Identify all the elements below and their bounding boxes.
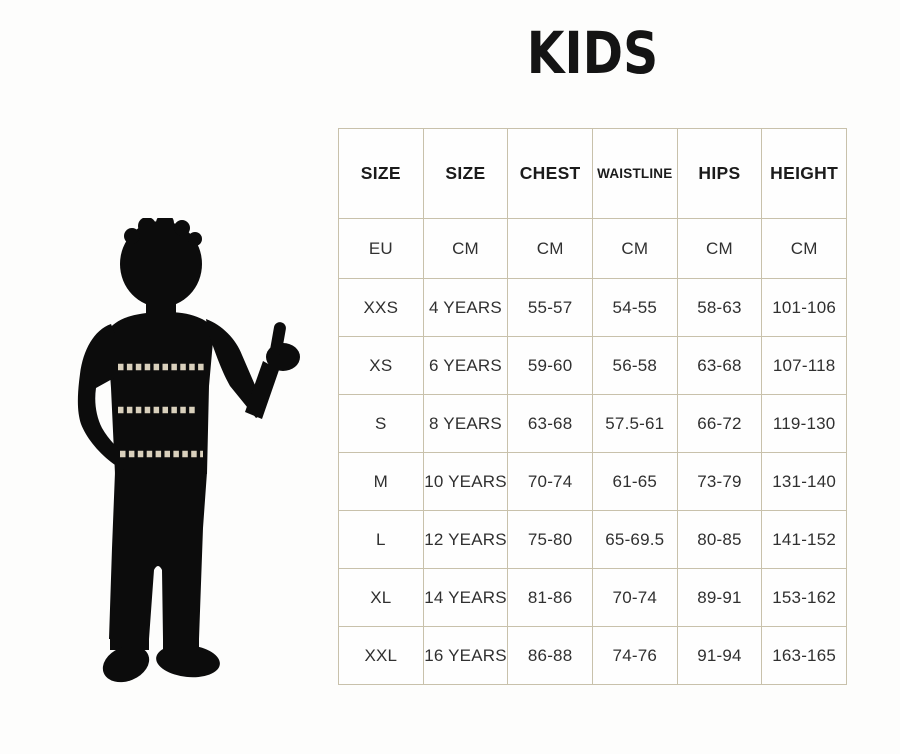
size-cell: XXS [338,278,424,337]
waistline-cell: 65-69.5 [591,510,678,569]
hips-cell: 63-68 [676,336,763,395]
hips-cell: 66-72 [676,394,763,453]
size-cell: S [338,394,424,453]
boy-silhouette-illustration [70,214,310,688]
chest-cell: 55-57 [507,278,593,337]
unit-cell: CM [507,218,593,279]
size-cell: XXL [338,626,424,685]
size-cell: M [338,452,424,511]
size-cell: XL [338,568,424,627]
unit-cell: CM [676,218,763,279]
waistline-cell: 56-58 [591,336,678,395]
age-cell: 14 YEARS [422,568,509,627]
header-cell-waistline: WAISTLINE [591,128,678,219]
waistline-cell: 57.5-61 [591,394,678,453]
header-cell-height: HEIGHT [761,128,847,219]
chest-cell: 70-74 [507,452,593,511]
age-cell: 4 YEARS [422,278,509,337]
age-cell: 10 YEARS [422,452,509,511]
chest-cell: 59-60 [507,336,593,395]
table-row-xl: XL 14 YEARS 81-86 70-74 89-91 153-162 [338,568,847,627]
table-units-row: EU CM CM CM CM CM [338,218,847,279]
waistline-cell: 74-76 [591,626,678,685]
hips-cell: 91-94 [676,626,763,685]
chest-cell: 86-88 [507,626,593,685]
unit-cell: CM [761,218,847,279]
chest-cell: 63-68 [507,394,593,453]
table-row-m: M 10 YEARS 70-74 61-65 73-79 131-140 [338,452,847,511]
unit-cell: CM [591,218,678,279]
waistline-cell: 70-74 [591,568,678,627]
height-cell: 119-130 [761,394,847,453]
table-row-s: S 8 YEARS 63-68 57.5-61 66-72 119-130 [338,394,847,453]
height-cell: 101-106 [761,278,847,337]
table-header-row: SIZE SIZE CHEST WAISTLINE HIPS HEIGHT [338,128,847,219]
table-row-xxs: XXS 4 YEARS 55-57 54-55 58-63 101-106 [338,278,847,337]
height-cell: 153-162 [761,568,847,627]
table-row-l: L 12 YEARS 75-80 65-69.5 80-85 141-152 [338,510,847,569]
unit-cell: EU [338,218,424,279]
age-cell: 8 YEARS [422,394,509,453]
table-row-xxl: XXL 16 YEARS 86-88 74-76 91-94 163-165 [338,626,847,685]
hips-cell: 89-91 [676,568,763,627]
table-row-xs: XS 6 YEARS 59-60 56-58 63-68 107-118 [338,336,847,395]
hips-cell: 80-85 [676,510,763,569]
unit-cell: CM [422,218,509,279]
header-cell-size-eu: SIZE [338,128,424,219]
header-cell-size-cm: SIZE [422,128,509,219]
kids-size-table: SIZE SIZE CHEST WAISTLINE HIPS HEIGHT EU… [338,128,847,685]
hips-cell: 73-79 [676,452,763,511]
size-cell: XS [338,336,424,395]
chest-cell: 81-86 [507,568,593,627]
size-cell: L [338,510,424,569]
age-cell: 16 YEARS [422,626,509,685]
chest-cell: 75-80 [507,510,593,569]
header-cell-hips: HIPS [676,128,763,219]
age-cell: 12 YEARS [422,510,509,569]
height-cell: 141-152 [761,510,847,569]
header-cell-chest: CHEST [507,128,593,219]
waistline-cell: 61-65 [591,452,678,511]
height-cell: 163-165 [761,626,847,685]
boy-silhouette-icon [77,214,300,683]
age-cell: 6 YEARS [422,336,509,395]
waistline-cell: 54-55 [591,278,678,337]
height-cell: 131-140 [761,452,847,511]
height-cell: 107-118 [761,336,847,395]
page-title: KIDS [526,19,659,87]
hips-cell: 58-63 [676,278,763,337]
